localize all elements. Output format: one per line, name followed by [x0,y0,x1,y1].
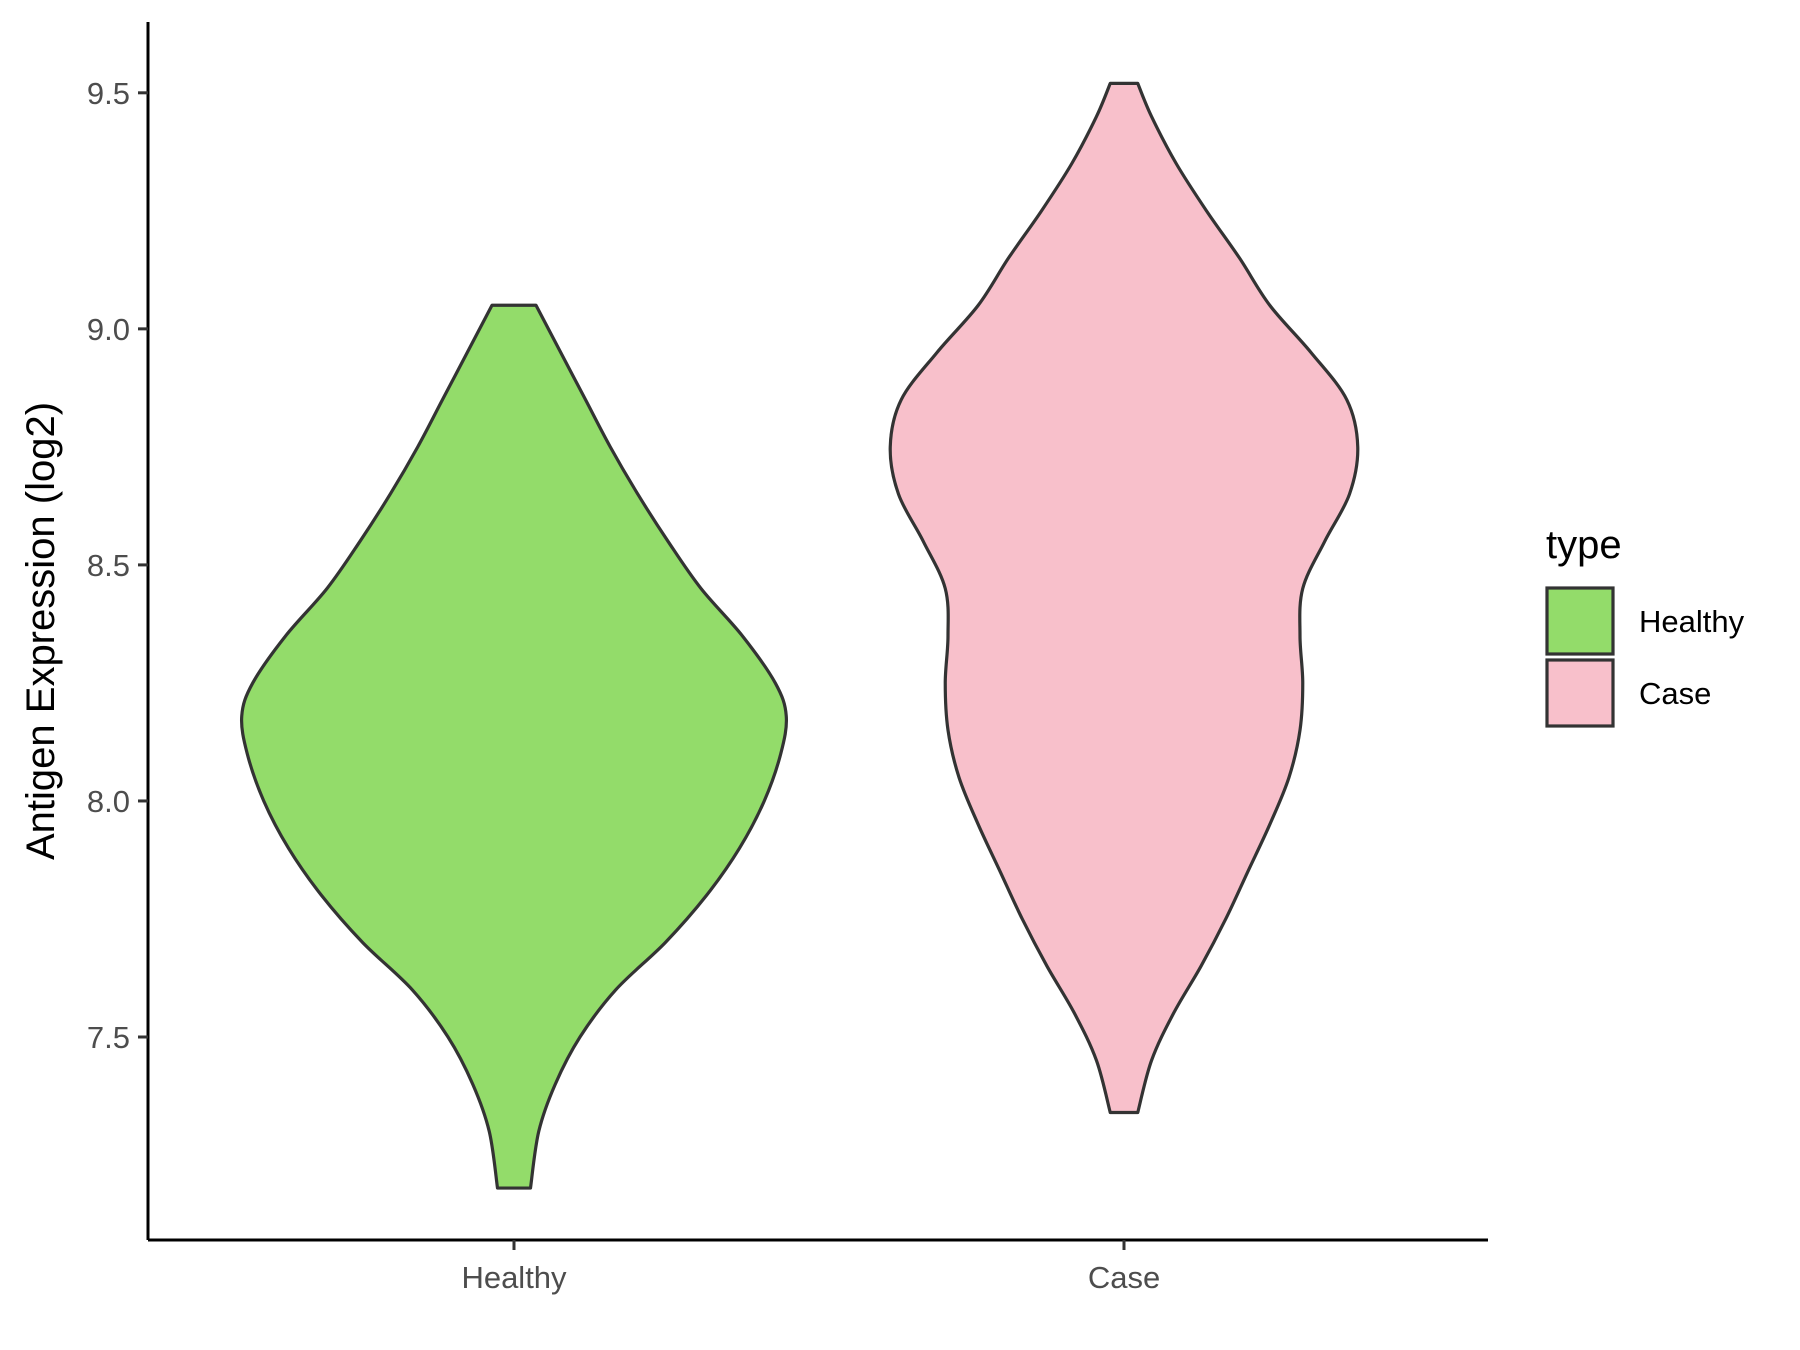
y-tick-label: 8.0 [87,784,130,819]
y-tick-label: 9.0 [87,312,130,347]
y-tick-label: 9.5 [87,76,130,111]
x-axis-ticks: Healthy Case [461,1240,1160,1295]
y-tick-label: 8.5 [87,548,130,583]
violin-case [888,81,1360,1115]
legend-key-case [1545,658,1615,728]
legend-items: Healthy Case [1545,586,1745,728]
x-tick-label: Healthy [461,1260,567,1295]
legend-key-healthy [1545,586,1615,656]
legend: type Healthy Case [1545,523,1745,728]
x-tick-label: Case [1088,1260,1160,1295]
legend-title: type [1546,523,1622,567]
violin-healthy [239,303,789,1190]
legend-label: Case [1639,676,1711,711]
y-tick-label: 7.5 [87,1020,130,1055]
legend-label: Healthy [1639,604,1745,639]
y-axis-ticks: 7.5 8.0 8.5 9.0 9.5 [87,76,148,1055]
y-axis-title: Antigen Expression (log2) [19,402,63,860]
violin-layer [239,81,1360,1190]
